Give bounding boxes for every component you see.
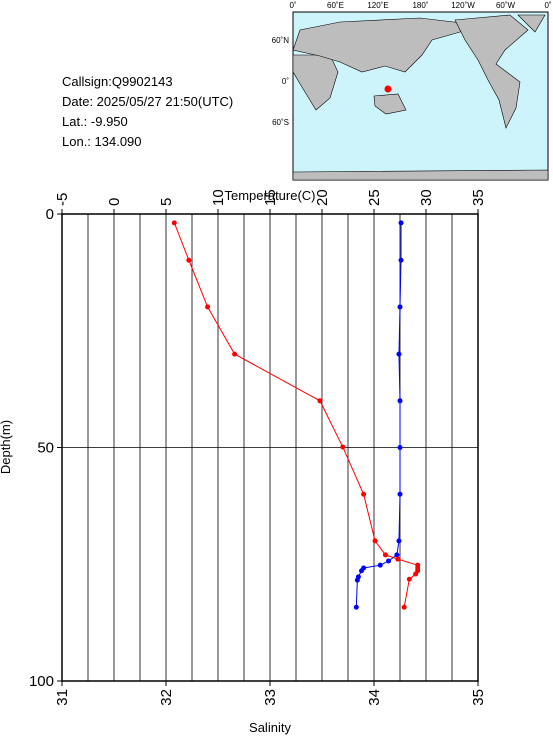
x2-tick-label: 35 <box>470 689 487 706</box>
profile-point <box>413 571 419 577</box>
map-lon-label: 0˚ <box>289 1 296 10</box>
profile-point <box>340 444 346 450</box>
y-tick-label: 50 <box>37 440 54 457</box>
profile-point <box>359 568 365 574</box>
x-tick-label: 15 <box>262 189 279 206</box>
x-tick-label: 10 <box>210 189 227 206</box>
profile-point <box>171 220 177 226</box>
map-lon-label: 60˚W <box>496 1 516 10</box>
profile-point <box>401 604 407 610</box>
map-lon-label: 120˚E <box>367 1 388 10</box>
y-axis-label: Depth(m) <box>0 420 13 474</box>
y-tick-label: 100 <box>29 673 54 690</box>
profile-point <box>397 304 403 310</box>
map-land <box>292 14 549 181</box>
profile-point <box>398 257 404 263</box>
profile-point <box>317 398 323 404</box>
profile-point <box>397 491 403 497</box>
x2-tick-label: 31 <box>54 689 71 706</box>
profile-point <box>377 562 383 568</box>
map-lat-label: 0˚ <box>282 77 289 86</box>
info-date: Date: 2025/05/27 21:50(UTC) <box>62 94 233 109</box>
profile-point <box>406 576 412 582</box>
profile-point <box>396 351 402 357</box>
x2-tick-label: 33 <box>262 689 279 706</box>
map-lat-label: 60˚N <box>272 36 290 45</box>
x2-axis-label: Salinity <box>249 720 291 735</box>
profile-point <box>232 351 238 357</box>
x2-tick-label: 34 <box>366 689 383 706</box>
profile-point <box>395 556 401 562</box>
profile-point <box>354 577 360 583</box>
y-tick-label: 0 <box>46 206 54 223</box>
profile-point <box>372 538 378 544</box>
x2-tick-label: 32 <box>158 689 175 706</box>
map-lon-label: 60˚E <box>327 1 344 10</box>
profile-point <box>396 538 402 544</box>
profile-point <box>382 552 388 558</box>
x-tick-label: 25 <box>366 189 383 206</box>
map-lat-label: 60˚S <box>272 118 289 127</box>
profile-point <box>386 558 392 564</box>
profile-point <box>398 220 404 226</box>
profile-point <box>397 398 403 404</box>
x-tick-label: 0 <box>106 198 123 206</box>
float-position <box>384 85 392 93</box>
profile-point <box>394 552 400 558</box>
profile-point <box>205 304 211 310</box>
profile-point <box>397 445 403 450</box>
x-axis-label: Temperature(C) <box>224 188 315 203</box>
profile-point <box>353 604 359 610</box>
info-lat: Lat.: -9.950 <box>62 114 128 129</box>
map-lon-label: 180˚ <box>412 1 428 10</box>
x-tick-label: 30 <box>418 189 435 206</box>
profile-point <box>186 257 192 263</box>
info-callsign: Callsign:Q9902143 <box>62 74 173 89</box>
map-lon-label: 120˚W <box>451 1 475 10</box>
x-tick-label: -5 <box>54 193 71 206</box>
x-tick-label: 35 <box>470 189 487 206</box>
info-lon: Lon.: 134.090 <box>62 134 142 149</box>
x-tick-label: 20 <box>314 189 331 206</box>
profile-line <box>355 222 402 608</box>
x-tick-label: 5 <box>158 198 175 206</box>
map <box>292 11 549 181</box>
profile-point <box>361 491 367 497</box>
map-lon-label: 0˚ <box>544 1 551 10</box>
